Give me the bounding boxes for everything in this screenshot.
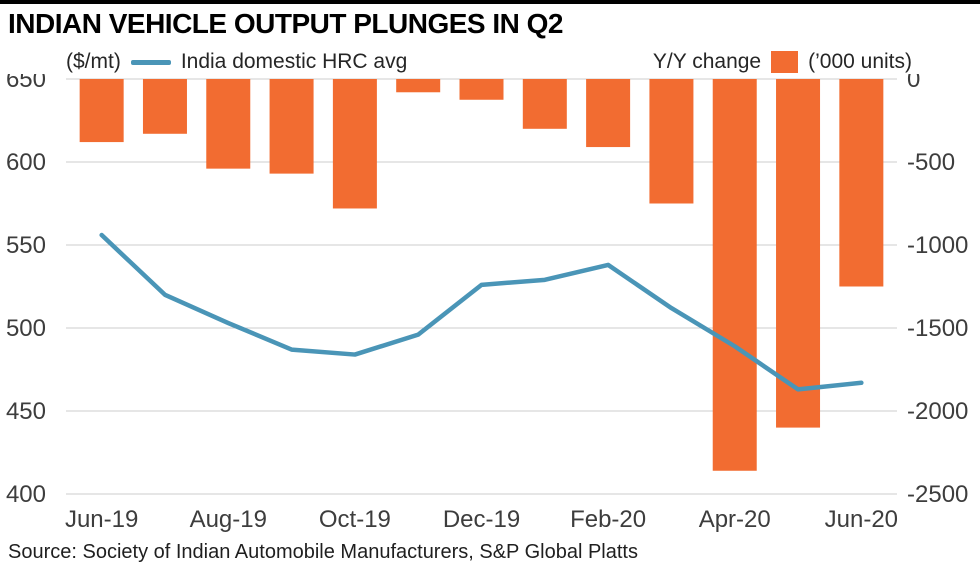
bar-yy-change	[79, 79, 124, 143]
bar-yy-change	[712, 79, 757, 471]
line-series-label: India domestic HRC avg	[180, 50, 408, 73]
x-axis-tick-label: Apr-20	[699, 506, 771, 533]
x-axis-tick-label: Aug-19	[190, 506, 267, 533]
right-axis-tick-label: -1500	[907, 315, 968, 342]
bar-yy-change	[776, 79, 821, 428]
x-axis-tick-label: Feb-20	[570, 506, 646, 533]
bar-yy-change	[332, 79, 377, 209]
bar-yy-change	[142, 79, 187, 134]
right-axis-tick-label: -1000	[907, 232, 968, 259]
combo-chart-plot: 650 0 600 -500 550 -1000 500 -1500 450 -2000 400 -2…	[6, 74, 968, 533]
right-axis-tick-label: 0	[907, 74, 920, 93]
chart-title: INDIAN VEHICLE OUTPUT PLUNGES IN Q2	[8, 8, 564, 39]
left-axis-tick-label: 400	[6, 481, 46, 508]
x-axis-tick-label: Oct-19	[319, 506, 391, 533]
right-axis-tick-label: -2000	[907, 398, 968, 425]
left-axis-tick-label: 600	[6, 149, 46, 176]
left-axis-unit-label: ($/mt)	[66, 50, 121, 73]
bar-yy-change	[459, 79, 504, 100]
bar-series-label: Y/Y change	[652, 50, 762, 73]
bar-yy-change	[396, 79, 441, 93]
legend-line-group: ($/mt) India domestic HRC avg	[66, 50, 407, 74]
bar-yy-change	[206, 79, 251, 169]
bar-yy-change	[269, 79, 314, 174]
bar-series-swatch-icon	[771, 51, 799, 73]
line-series-swatch-icon	[130, 59, 171, 65]
x-axis-tick-label: Jun-20	[825, 506, 898, 533]
left-axis-tick-label: 650	[6, 74, 46, 93]
right-axis-unit-label: (’000 units)	[808, 50, 912, 73]
legend-bar-group: Y/Y change (’000 units)	[653, 50, 912, 74]
bar-yy-change	[839, 79, 884, 287]
right-axis-tick-label: -2500	[907, 481, 968, 508]
bar-yy-change	[649, 79, 694, 204]
chart-legend: ($/mt) India domestic HRC avg Y/Y change…	[66, 50, 912, 74]
right-axis-tick-label: -500	[907, 149, 955, 176]
line-hrc-avg	[99, 232, 864, 392]
source-attribution: Source: Society of Indian Automobile Man…	[8, 541, 638, 563]
bar-yy-change	[586, 79, 631, 148]
x-axis-tick-label: Dec-19	[443, 506, 520, 533]
left-axis-tick-label: 450	[6, 398, 46, 425]
bar-yy-change	[522, 79, 567, 129]
x-axis-tick-label: Jun-19	[65, 506, 138, 533]
left-axis-tick-label: 500	[6, 315, 46, 342]
left-axis-tick-label: 550	[6, 232, 46, 259]
